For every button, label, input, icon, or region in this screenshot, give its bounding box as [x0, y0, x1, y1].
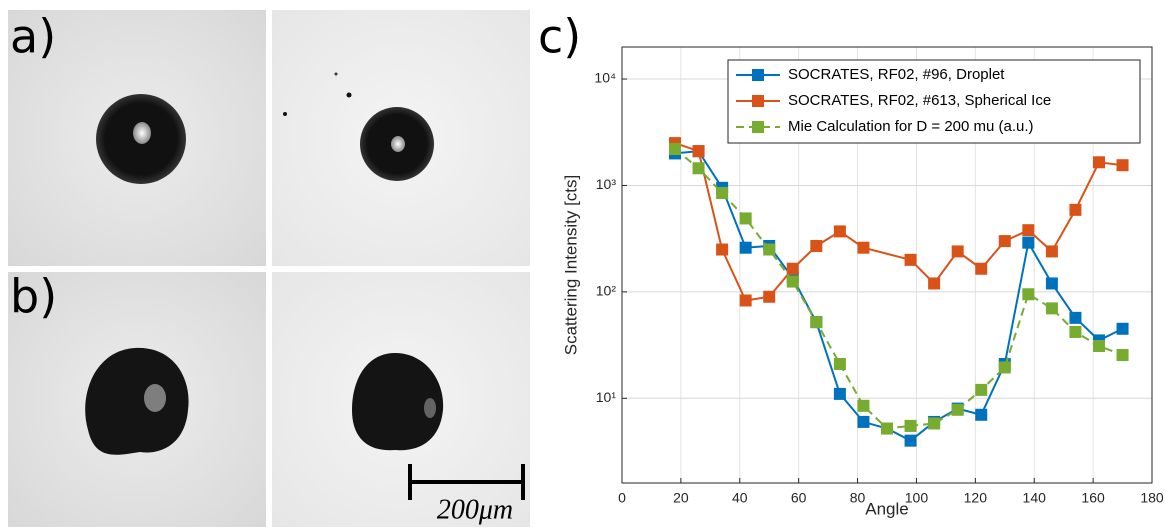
legend-label: SOCRATES, RF02, #613, Spherical Ice [788, 92, 1051, 109]
marker [975, 408, 988, 421]
y-axis-label: Scattering Intensity [cts] [561, 175, 580, 355]
marker [1045, 302, 1058, 315]
marker [810, 316, 823, 329]
marker [1093, 156, 1105, 169]
x-tick-label: 140 [1023, 490, 1047, 506]
y-tick-label: 10⁴ [594, 70, 616, 86]
marker [951, 245, 964, 258]
speck [283, 112, 287, 116]
highlight [144, 384, 166, 412]
marker [1045, 245, 1058, 258]
marker [786, 275, 799, 288]
speck [346, 92, 352, 98]
panel-label: b) [10, 270, 57, 324]
marker [904, 253, 917, 266]
ice-particle [85, 347, 189, 455]
x-tick-label: 80 [850, 490, 866, 506]
scale-bar [408, 464, 525, 500]
marker [904, 419, 917, 432]
chart: 0 20 40 60 80 100 120 140 160 180 10¹ 10² 10³ 10⁴ Angl… [561, 46, 1164, 518]
axes-box [621, 46, 1153, 484]
legend-marker [752, 95, 764, 107]
highlight [133, 122, 151, 144]
x-tick-label: 160 [1081, 490, 1105, 506]
x-tick-label: 40 [732, 490, 748, 506]
marker [1116, 159, 1129, 172]
marker [1045, 277, 1058, 290]
marker [881, 422, 893, 435]
marker [833, 358, 846, 371]
highlight [391, 136, 405, 152]
legend-box [727, 59, 1141, 144]
marker [810, 239, 823, 252]
marker [692, 162, 705, 175]
x-tick-label: 120 [964, 490, 988, 506]
marker [857, 241, 870, 254]
legend-label: SOCRATES, RF02, #96, Droplet [788, 66, 1005, 83]
marker [951, 403, 964, 416]
panel-label: c) [538, 10, 581, 64]
marker [669, 143, 681, 156]
marker [833, 387, 846, 400]
marker [786, 262, 799, 275]
marker [1116, 349, 1129, 362]
marker [998, 235, 1011, 248]
marker [998, 361, 1011, 374]
x-tick-label: 20 [673, 490, 689, 506]
marker [975, 383, 988, 396]
x-axis-label: Angle [865, 499, 908, 518]
y-tick-label: 10¹ [596, 389, 617, 405]
marker [716, 243, 729, 256]
marker [692, 145, 705, 158]
marker [833, 225, 846, 238]
marker [739, 241, 752, 254]
marker [857, 399, 870, 412]
marker [1093, 340, 1105, 353]
legend-marker [752, 121, 764, 133]
speck [334, 72, 338, 76]
legend-marker [752, 69, 764, 81]
y-tick-label: 10³ [596, 176, 617, 192]
marker [928, 277, 941, 290]
ice-particle [352, 353, 444, 451]
legend-label: Mie Calculation for D = 200 mu (a.u.) [788, 118, 1034, 135]
x-tick-label: 180 [1140, 490, 1164, 506]
marker [1022, 236, 1035, 249]
micrographs: 200μm a) b) c) [8, 10, 581, 527]
marker [763, 243, 776, 256]
x-tick-label: 0 [618, 490, 626, 506]
marker [1116, 322, 1129, 335]
marker [716, 186, 729, 199]
highlight [424, 398, 436, 418]
scale-label: 200μm [437, 494, 513, 525]
marker [739, 294, 752, 307]
marker [763, 290, 776, 303]
marker [739, 212, 752, 225]
marker [975, 262, 988, 275]
marker [1022, 224, 1035, 237]
marker [904, 434, 917, 447]
marker [1069, 203, 1082, 216]
y-tick-label: 10² [596, 283, 617, 299]
x-tick-label: 60 [791, 490, 807, 506]
marker [1069, 311, 1082, 324]
x-tick-label: 100 [905, 490, 929, 506]
marker [1069, 325, 1082, 338]
marker [1022, 288, 1035, 301]
marker [928, 417, 941, 430]
panel-label: a) [10, 10, 56, 64]
marker [857, 415, 870, 428]
